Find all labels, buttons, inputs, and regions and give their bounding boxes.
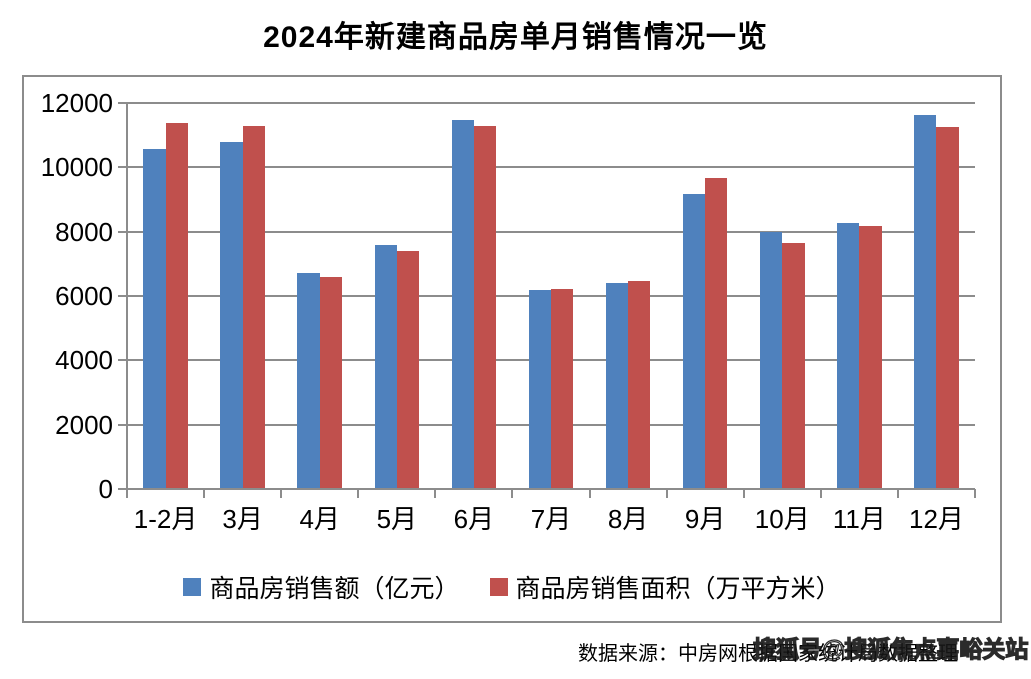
x-axis-label: 12月 bbox=[908, 504, 964, 534]
y-axis-tick bbox=[118, 488, 127, 490]
bar-series-2-8月 bbox=[628, 281, 651, 489]
legend-swatch-series-2 bbox=[489, 578, 508, 596]
bar-series-1-8月 bbox=[605, 283, 629, 489]
bar-series-2-10月 bbox=[782, 243, 805, 489]
y-axis-label: 6000 bbox=[55, 281, 113, 311]
page-title: 2024年新建商品房单月销售情况一览 bbox=[263, 21, 768, 54]
bar-series-1-12月 bbox=[914, 115, 937, 489]
x-axis-tick bbox=[357, 489, 360, 498]
legend-label-series-1: 商品房销售额（亿元） bbox=[209, 575, 460, 603]
gridline bbox=[127, 230, 975, 233]
x-axis-label: 11月 bbox=[832, 504, 886, 534]
x-axis-tick bbox=[280, 489, 283, 498]
legend-label-series-2: 商品房销售面积（万平方米） bbox=[515, 575, 841, 603]
bar-series-2-4月 bbox=[319, 277, 342, 489]
x-axis-label: 8月 bbox=[607, 504, 649, 534]
bar-series-2-1-2月 bbox=[165, 123, 188, 489]
bar-series-2-6月 bbox=[473, 126, 497, 489]
y-axis-tick bbox=[118, 230, 127, 233]
watermark-text: 搜狐号@搜狐焦点嘉峪关站 bbox=[752, 635, 1029, 662]
legend-item-series-2: 商品房销售面积（万平方米） bbox=[489, 569, 841, 605]
bar-series-1-3月 bbox=[220, 141, 243, 489]
bar-series-1-4月 bbox=[297, 273, 320, 489]
x-axis-tick bbox=[126, 489, 128, 498]
x-axis-tick bbox=[896, 489, 899, 498]
bar-series-1-5月 bbox=[374, 244, 397, 489]
x-axis-label: 5月 bbox=[376, 504, 418, 534]
x-axis-label: 10月 bbox=[754, 504, 810, 534]
y-axis-label: 4000 bbox=[55, 345, 113, 376]
chart-frame: 商品房销售额（亿元） 商品房销售面积（万平方米） 0 2000 4000 6000 800… bbox=[22, 75, 1002, 623]
bar-series-1-1-2月 bbox=[143, 149, 166, 489]
x-axis-tick bbox=[203, 489, 206, 498]
x-axis-tick bbox=[742, 489, 745, 498]
x-axis-tick bbox=[588, 489, 591, 498]
y-axis-tick bbox=[118, 295, 127, 297]
legend-item-series-1: 商品房销售额（亿元） bbox=[183, 569, 460, 605]
bar-series-1-6月 bbox=[451, 120, 474, 489]
x-axis-tick bbox=[974, 489, 976, 498]
y-axis-label: 2000 bbox=[55, 409, 113, 440]
bar-series-1-10月 bbox=[759, 232, 783, 489]
x-axis-label: 9月 bbox=[684, 504, 726, 534]
x-axis-line bbox=[127, 488, 975, 490]
bar-series-1-11月 bbox=[837, 222, 860, 489]
bar-series-2-5月 bbox=[396, 251, 420, 489]
legend-swatch-series-1 bbox=[183, 578, 202, 596]
x-axis-label: 3月 bbox=[222, 504, 263, 534]
x-axis-label: 7月 bbox=[530, 504, 572, 534]
bar-series-2-7月 bbox=[551, 288, 574, 489]
bar-series-1-9月 bbox=[682, 194, 706, 489]
bar-series-2-11月 bbox=[859, 225, 882, 489]
bar-series-2-9月 bbox=[705, 177, 728, 489]
y-axis-line bbox=[126, 103, 128, 489]
gridline bbox=[127, 166, 975, 169]
y-axis-label: 10000 bbox=[40, 152, 113, 183]
gridline bbox=[127, 102, 975, 104]
bar-series-1-7月 bbox=[528, 289, 551, 489]
x-axis-label: 4月 bbox=[299, 504, 340, 534]
footer-source-text: 数据来源：中房网根据国家统计局数据整理 bbox=[578, 643, 958, 665]
x-axis-tick bbox=[511, 489, 514, 498]
y-axis-label: 12000 bbox=[40, 88, 113, 118]
x-axis-tick bbox=[434, 489, 437, 498]
y-axis-tick bbox=[118, 359, 127, 362]
bar-series-2-12月 bbox=[936, 126, 959, 489]
y-axis-label: 8000 bbox=[55, 216, 113, 247]
y-axis-tick bbox=[118, 166, 127, 169]
y-axis-label: 0 bbox=[98, 474, 113, 504]
y-axis-tick bbox=[118, 423, 127, 426]
x-axis-label: 6月 bbox=[453, 504, 495, 534]
bar-series-2-3月 bbox=[242, 125, 265, 489]
x-axis-tick bbox=[819, 489, 822, 498]
legend: 商品房销售额（亿元） 商品房销售面积（万平方米） bbox=[24, 569, 1000, 605]
x-axis-tick bbox=[665, 489, 668, 498]
x-axis-label: 1-2月 bbox=[133, 504, 198, 534]
y-axis-tick bbox=[118, 102, 127, 104]
